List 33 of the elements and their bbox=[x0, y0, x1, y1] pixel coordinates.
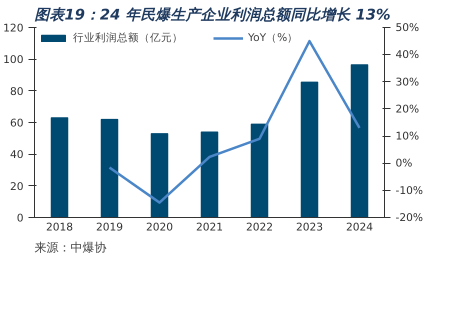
x-tick-label: 2018 bbox=[46, 220, 74, 234]
y2-tick-label: -20% bbox=[396, 211, 424, 224]
bar bbox=[200, 132, 218, 218]
bar bbox=[50, 117, 68, 218]
bar bbox=[150, 133, 168, 218]
x-tick-label: 2021 bbox=[196, 220, 224, 234]
x-tick-label: 2023 bbox=[296, 220, 324, 234]
bar bbox=[100, 118, 118, 218]
y2-tick-label: 20% bbox=[396, 102, 420, 116]
x-tick-label: 2020 bbox=[146, 220, 174, 234]
y-tick-label: 20 bbox=[10, 180, 24, 193]
legend-label: 行业利润总额（亿元） bbox=[73, 31, 183, 45]
y-tick-label: 0 bbox=[16, 212, 24, 224]
bar bbox=[250, 124, 268, 218]
x-tick-label: 2019 bbox=[96, 220, 124, 234]
y2-tick-label: -10% bbox=[396, 184, 424, 197]
x-tick-label: 2022 bbox=[246, 220, 274, 234]
x-tick-label: 2024 bbox=[346, 220, 374, 234]
source-note: 来源：中爆协 bbox=[34, 240, 106, 254]
bar bbox=[300, 82, 318, 218]
chart-title: 图表19：24 年民爆生产企业利润总额同比增长 13% bbox=[34, 6, 391, 24]
y2-tick-label: 40% bbox=[396, 48, 420, 62]
y-tick-label: 40 bbox=[10, 148, 24, 162]
y-tick-label: 80 bbox=[10, 84, 24, 98]
y2-tick-label: 10% bbox=[396, 130, 420, 143]
y2-tick-label: 30% bbox=[396, 75, 420, 88]
y-tick-label: 120 bbox=[3, 22, 24, 34]
y2-tick-label: 0% bbox=[396, 156, 412, 170]
y-tick-label: 60 bbox=[10, 116, 24, 130]
y-tick-label: 100 bbox=[3, 53, 24, 66]
bar bbox=[350, 64, 368, 218]
legend-label: YoY（%） bbox=[248, 31, 298, 45]
y2-tick-label: 50% bbox=[396, 21, 420, 34]
